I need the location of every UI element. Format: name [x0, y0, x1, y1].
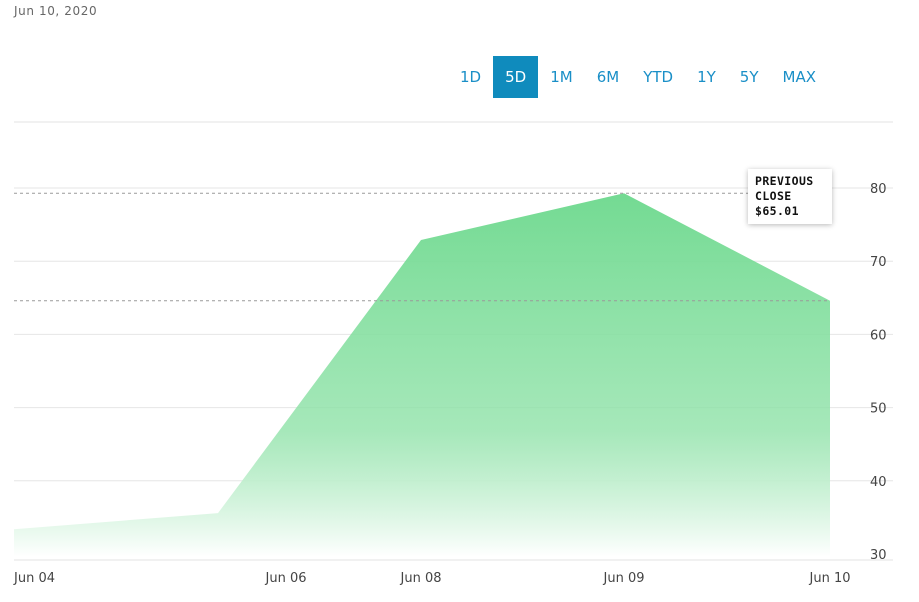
range-tab-5y[interactable]: 5Y	[739, 68, 759, 86]
x-tick-label-jun-09: Jun 09	[603, 571, 645, 586]
tooltip-value: $65.01	[755, 204, 799, 218]
x-tick-label-jun-04: Jun 04	[13, 571, 55, 586]
range-tab-5d[interactable]: 5D	[493, 56, 539, 98]
range-tab-1d[interactable]: 1D	[460, 68, 482, 86]
x-tick-label-jun-10: Jun 10	[809, 571, 851, 586]
previous-close-tooltip: PREVIOUS CLOSE $65.01	[748, 169, 832, 224]
range-tab-ytd[interactable]: YTD	[643, 68, 674, 86]
y-tick-label-30: 30	[870, 548, 887, 563]
tooltip-label-line1: PREVIOUS	[755, 174, 814, 188]
price-area	[14, 193, 830, 557]
y-tick-label-80: 80	[870, 182, 887, 197]
x-axis-ticks: Jun 04 Jun 06 Jun 08 Jun 09 Jun 10	[13, 571, 851, 586]
y-axis-ticks: 30 40 50 60 70 80	[870, 182, 887, 563]
y-tick-label-40: 40	[870, 475, 887, 490]
reference-lines	[14, 192, 830, 302]
x-tick-label-jun-08: Jun 08	[400, 571, 442, 586]
y-tick-label-60: 60	[870, 328, 887, 343]
date-header: Jun 10, 2020	[14, 4, 98, 18]
y-tick-label-50: 50	[870, 402, 887, 417]
tooltip-label-line2: CLOSE	[755, 189, 792, 203]
range-tab-1y[interactable]: 1Y	[697, 68, 716, 86]
y-tick-label-70: 70	[870, 255, 887, 270]
range-tab-1m[interactable]: 1M	[550, 68, 573, 86]
range-tab-max[interactable]: MAX	[782, 68, 816, 86]
x-tick-label-jun-06: Jun 06	[265, 571, 307, 586]
range-tab-6m[interactable]: 6M	[596, 68, 620, 86]
range-selector: 1D 5D 1M 6M YTD 1Y 5Y MAX	[448, 56, 828, 98]
